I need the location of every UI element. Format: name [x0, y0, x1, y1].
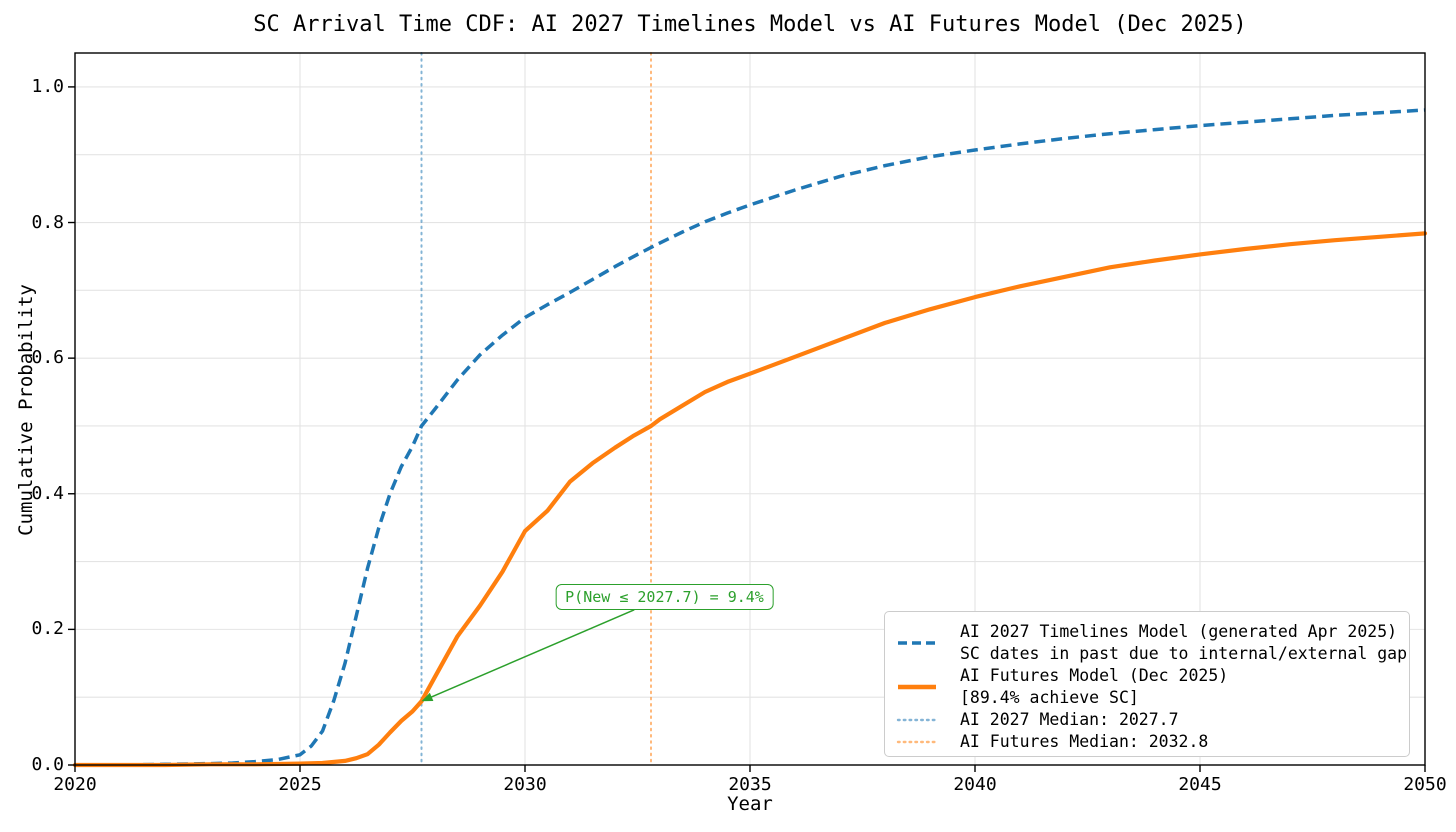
legend-item-ai2027-median: AI 2027 Median: 2027.7: [895, 709, 1399, 731]
legend-item-ai-futures-model: AI Futures Model (Dec 2025) [89.4% achie…: [895, 665, 1399, 709]
legend-label-line1: AI Futures Model (Dec 2025): [960, 666, 1229, 685]
legend-solid-line-icon: [895, 679, 943, 695]
legend-label-line1: AI 2027 Timelines Model (generated Apr 2…: [960, 622, 1398, 641]
y-tick-label: 0.0: [31, 754, 64, 775]
legend-label-line1: AI 2027 Median: 2027.7: [960, 710, 1179, 729]
legend-item-ai-futures-median: AI Futures Median: 2032.8: [895, 731, 1399, 753]
legend-item-ai2027-model: AI 2027 Timelines Model (generated Apr 2…: [895, 621, 1407, 665]
x-tick-label: 2050: [1403, 774, 1447, 795]
legend-label-line2: [89.4% achieve SC]: [960, 688, 1139, 707]
legend: AI 2027 Timelines Model (generated Apr 2…: [884, 611, 1410, 757]
x-axis-label: Year: [727, 793, 773, 815]
legend-label-line2: SC dates in past due to internal/externa…: [960, 644, 1408, 663]
x-tick-label: 2040: [953, 774, 997, 795]
ai2027-timelines-curve: [75, 108, 1426, 767]
x-tick-label: 2045: [1178, 774, 1222, 795]
x-tick-label: 2035: [728, 774, 772, 795]
annotation-text: P(New ≤ 2027.7) = 9.4%: [565, 587, 764, 606]
legend-dotted-line-icon: [895, 734, 943, 750]
annotation-arrow-line: [430, 609, 635, 698]
x-tick-label: 2030: [503, 774, 547, 795]
x-tick-label: 2020: [53, 774, 97, 795]
y-tick-label: 0.2: [31, 618, 64, 640]
y-tick-label: 0.4: [31, 482, 64, 504]
annotation-arrowhead-icon: [421, 692, 434, 702]
legend-dotted-line-icon: [895, 712, 943, 728]
ai-futures-curve: [72, 231, 1428, 768]
x-tick-label: 2025: [278, 774, 322, 795]
y-tick-label: 1.0: [31, 75, 64, 97]
y-tick-label: 0.8: [31, 211, 64, 233]
legend-dashed-line-icon: [895, 635, 943, 651]
y-tick-label: 0.6: [31, 347, 64, 369]
legend-label-line1: AI Futures Median: 2032.8: [960, 732, 1209, 751]
annotation-box: P(New ≤ 2027.7) = 9.4%: [555, 583, 774, 610]
chart-title: SC Arrival Time CDF: AI 2027 Timelines M…: [253, 12, 1247, 37]
